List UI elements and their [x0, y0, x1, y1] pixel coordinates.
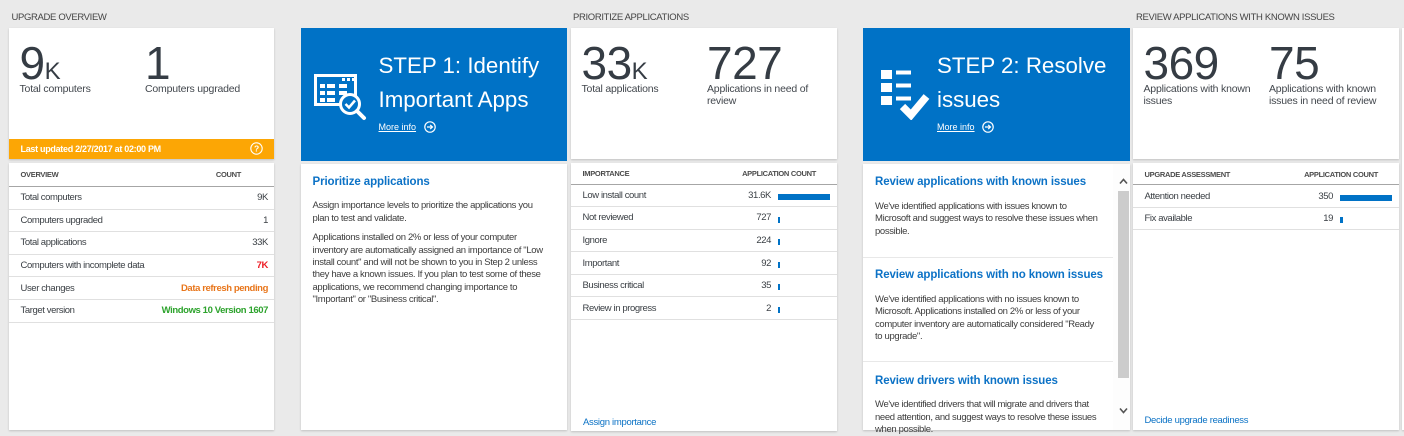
svg-text:?: ?: [254, 143, 259, 153]
